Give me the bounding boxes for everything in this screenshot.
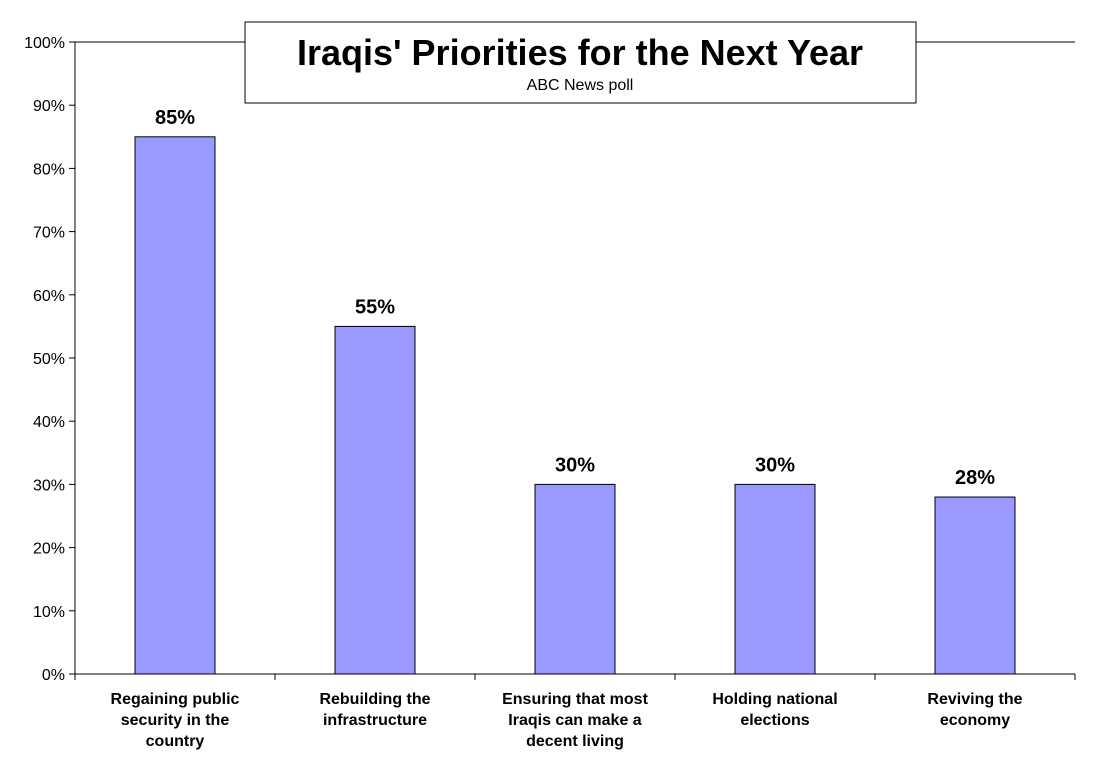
- category-label: Ensuring that most Iraqis can make a decen…: [502, 691, 648, 750]
- y-tick-label: 0%: [42, 667, 65, 684]
- bar: [334, 325, 416, 675]
- category-label: Reviving the economy: [927, 691, 1022, 729]
- category-label-line: elections: [740, 712, 809, 729]
- axes: 0% 10% 20% 30% 40% 50% 60% 70% 80% 90% 100%: [24, 35, 1076, 684]
- category-label-line: Regaining public: [111, 691, 240, 708]
- category-label-line: country: [146, 733, 205, 750]
- category-label-line: decent living: [526, 733, 624, 750]
- y-tick-label: 90%: [33, 98, 65, 115]
- category-label-line: Reviving the: [927, 691, 1022, 708]
- y-tick-label: 80%: [33, 161, 65, 178]
- title-box: Iraqis' Priorities for the Next Year ABC…: [244, 21, 917, 104]
- bar-data-label: 85%: [155, 107, 195, 129]
- bar-data-label: 30%: [555, 454, 595, 476]
- chart-title: Iraqis' Priorities for the Next Year: [297, 32, 863, 73]
- data-labels: 85% 55% 30% 30% 28%: [155, 107, 995, 489]
- category-label-line: Rebuilding the: [319, 691, 430, 708]
- title-box-frame: [244, 21, 917, 104]
- bar: [134, 136, 216, 675]
- y-tick-label: 10%: [33, 604, 65, 621]
- bar-data-label: 30%: [755, 454, 795, 476]
- category-label-line: security in the: [121, 712, 230, 729]
- y-tick-label: 100%: [24, 35, 65, 52]
- y-tick-label: 20%: [33, 541, 65, 558]
- y-tick-label: 50%: [33, 351, 65, 368]
- y-tick-label: 30%: [33, 477, 65, 494]
- category-label: Rebuilding the infrastructure: [319, 691, 430, 729]
- y-tick-label: 70%: [33, 225, 65, 242]
- bar: [934, 496, 1016, 675]
- bars: [134, 136, 1016, 675]
- category-labels: Regaining public security in the countryRe…: [111, 691, 1023, 750]
- bar: [734, 483, 816, 675]
- bar-data-label: 28%: [955, 467, 995, 489]
- category-label-line: infrastructure: [323, 712, 427, 729]
- category-label: Holding national elections: [712, 691, 837, 729]
- category-label: Regaining public security in the country: [111, 691, 240, 750]
- category-label-line: economy: [940, 712, 1010, 729]
- bar-data-label: 55%: [355, 296, 395, 318]
- y-tick-label: 60%: [33, 288, 65, 305]
- chart-subtitle: ABC News poll: [527, 77, 634, 94]
- category-label-line: Iraqis can make a: [508, 712, 642, 729]
- category-label-line: Holding national: [712, 691, 837, 708]
- y-tick-label: 40%: [33, 414, 65, 431]
- category-label-line: Ensuring that most: [502, 691, 648, 708]
- bar: [534, 483, 616, 675]
